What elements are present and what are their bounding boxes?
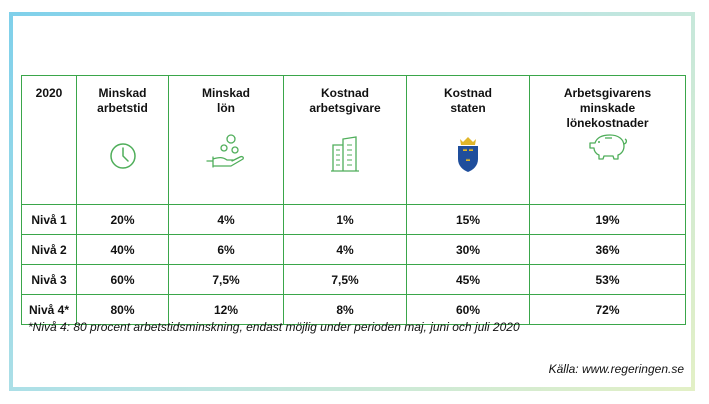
cell-value: 30% — [406, 234, 530, 265]
cell-value: 12% — [168, 294, 284, 325]
cell-value: 4% — [168, 204, 284, 235]
column-header-kostnad-arbetsgivare: Kostnad arbetsgivare — [283, 75, 407, 205]
piggy-bank-icon — [588, 131, 627, 160]
clock-icon — [109, 143, 136, 169]
header-row: 2020 Minskad arbetstid Minskad lön Kostnad… — [21, 75, 686, 205]
cell-value: 20% — [76, 204, 169, 235]
level-label: Nivå 3 — [21, 264, 77, 295]
column-label: Arbetsgivarens minskade lönekostnader — [563, 86, 652, 130]
table-row: Nivå 3 60% 7,5% 7,5% 45% 53% — [21, 264, 686, 295]
table-row: Nivå 2 40% 6% 4% 30% 36% — [21, 234, 686, 265]
column-label: Kostnad arbetsgivare — [309, 86, 381, 115]
column-header-kostnad-staten: Kostnad staten — [406, 75, 530, 205]
column-label: Minskad arbetstid — [97, 86, 148, 115]
cell-value: 7,5% — [168, 264, 284, 295]
column-label: Kostnad staten — [444, 86, 492, 115]
level-label: Nivå 2 — [21, 234, 77, 265]
cell-value: 40% — [76, 234, 169, 265]
office-building-icon — [331, 136, 359, 172]
cell-value: 36% — [529, 234, 686, 265]
table-row: Nivå 1 20% 4% 1% 15% 19% — [21, 204, 686, 235]
level-label: Nivå 1 — [21, 204, 77, 235]
cell-value: 60% — [406, 294, 530, 325]
cell-value: 45% — [406, 264, 530, 295]
cell-value: 19% — [529, 204, 686, 235]
cell-value: 15% — [406, 204, 530, 235]
level-label: Nivå 4* — [21, 294, 77, 325]
swedish-coat-of-arms-icon — [458, 137, 478, 172]
footnote: *Nivå 4: 80 procent arbetstidsminskning,… — [28, 320, 520, 334]
cell-value: 4% — [283, 234, 407, 265]
hand-with-coins-icon — [206, 134, 244, 168]
cell-value: 8% — [283, 294, 407, 325]
cell-value: 72% — [529, 294, 686, 325]
source-credit: Källa: www.regeringen.se — [548, 362, 684, 376]
column-header-arbetsgivarens-minskade-lonekostnader: Arbetsgivarens minskade lönekostnader — [529, 75, 686, 205]
cell-value: 53% — [529, 264, 686, 295]
cell-value: 7,5% — [283, 264, 407, 295]
column-header-minskad-lon: Minskad lön — [168, 75, 284, 205]
column-label: Minskad lön — [201, 86, 250, 115]
table-row: Nivå 4* 80% 12% 8% 60% 72% — [21, 294, 686, 325]
cell-value: 60% — [76, 264, 169, 295]
cell-value: 6% — [168, 234, 284, 265]
cell-value: 1% — [283, 204, 407, 235]
level-comparison-table: 2020 Minskad arbetstid Minskad lön Kostnad… — [21, 75, 686, 325]
column-header-minskad-arbetstid: Minskad arbetstid — [76, 75, 169, 205]
year-header: 2020 — [21, 75, 77, 205]
